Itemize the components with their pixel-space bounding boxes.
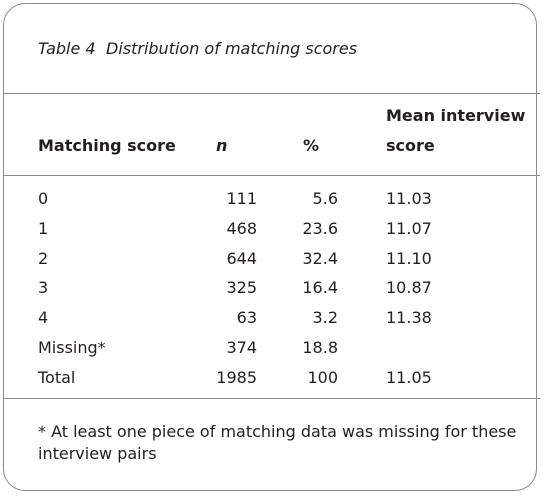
rule (3, 398, 540, 399)
table-cell: 11.38 (386, 308, 432, 328)
table-cell: 325 (226, 278, 257, 298)
table-cell: Total (38, 367, 76, 387)
footnote: * At least one piece of matching data wa… (38, 422, 517, 463)
table-cell: 1985 (216, 367, 257, 387)
table-cell: 644 (226, 248, 257, 268)
column-header: Matching score (38, 136, 176, 155)
table-cell: 0 (38, 189, 49, 208)
table-cell: 2 (38, 248, 49, 268)
table-cell: 10.87 (386, 278, 432, 298)
table-label: Table 4 (38, 39, 96, 58)
column-header: % (303, 136, 320, 155)
rule (3, 175, 540, 176)
table-cell: 11.05 (386, 367, 432, 387)
table-frame (3, 3, 537, 491)
rule (3, 93, 540, 94)
table-cell: 11.07 (386, 218, 432, 238)
table-cell: 111 (226, 189, 257, 208)
table-cell: 3 (38, 278, 49, 298)
table-cell: Missing* (38, 338, 106, 357)
table-cell: 32.4 (302, 248, 338, 268)
table-cell: 5.6 (312, 189, 338, 208)
column-header: Mean interview score (386, 106, 526, 155)
table-cell: 23.6 (302, 218, 338, 238)
table-cell: 11.10 (386, 248, 432, 268)
column-header: n (216, 136, 228, 155)
table-cell: 4 (38, 308, 49, 328)
table-cell: 1 (38, 218, 49, 238)
table-cell: 63 (236, 308, 257, 328)
table-cell: 11.03 (386, 189, 432, 208)
table-cell: 100 (307, 367, 338, 387)
table-cell: 3.2 (312, 308, 338, 328)
table-cell: 16.4 (302, 278, 338, 298)
table-title: Distribution of matching scores (106, 39, 358, 58)
table-cell: 374 (226, 338, 257, 357)
table-cell: 18.8 (302, 338, 338, 357)
table-cell: 468 (226, 218, 257, 238)
